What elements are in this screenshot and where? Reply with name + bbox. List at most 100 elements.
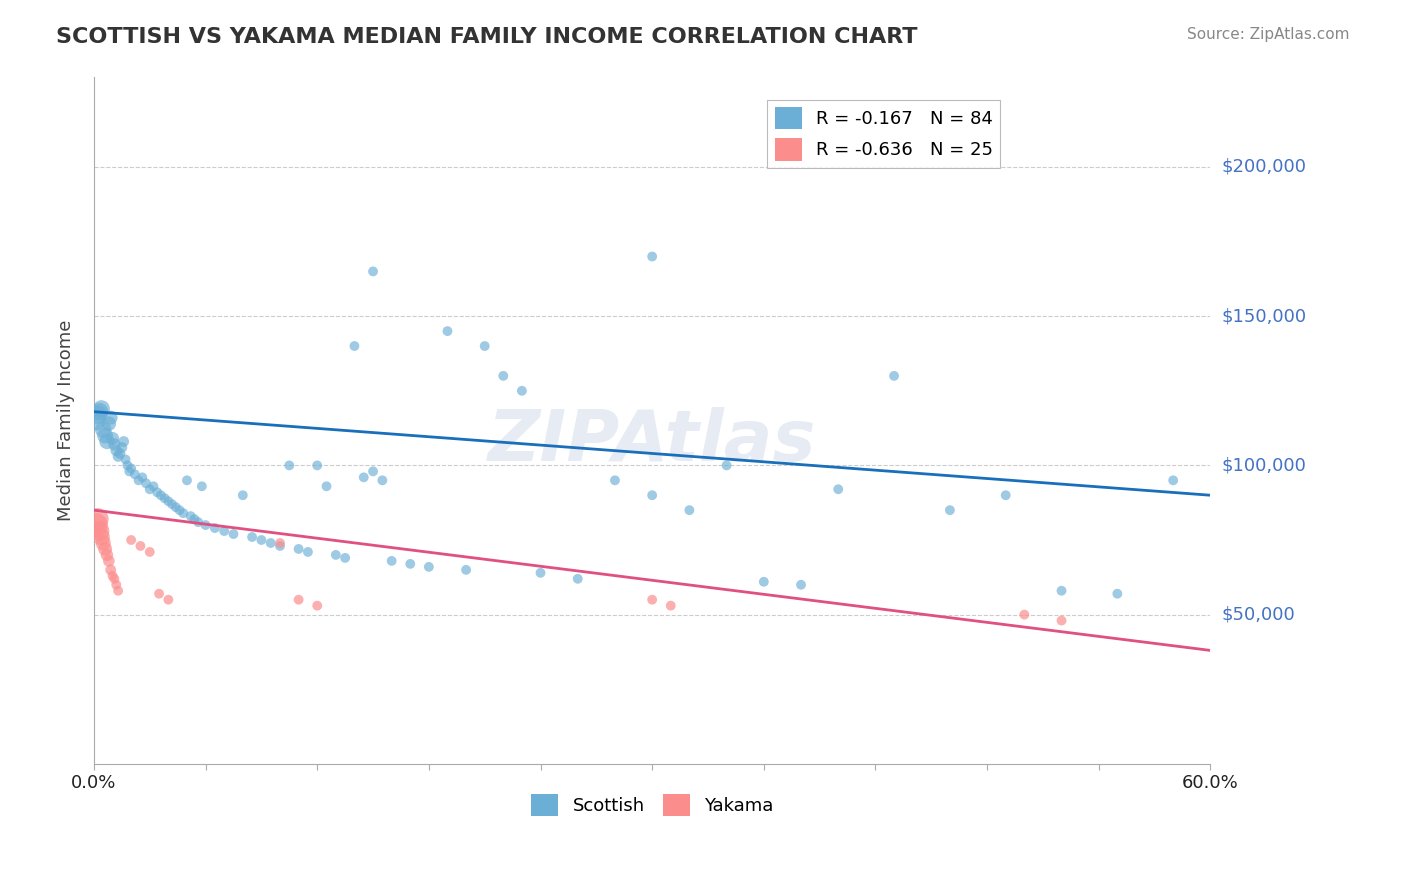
Point	[1161, 473, 1184, 487]
Point	[100, 563, 122, 577]
Point	[567, 572, 589, 586]
Text: $150,000: $150,000	[1222, 307, 1306, 326]
Point	[269, 539, 291, 553]
Point	[118, 464, 141, 478]
Point	[101, 432, 124, 446]
Point	[111, 441, 134, 455]
Point	[752, 574, 775, 589]
Point	[105, 578, 128, 592]
Point	[716, 458, 738, 473]
Point	[153, 491, 176, 506]
Point	[176, 473, 198, 487]
Point	[103, 572, 125, 586]
Legend: Scottish, Yakama: Scottish, Yakama	[523, 787, 780, 823]
Point	[94, 541, 117, 556]
Point	[659, 599, 682, 613]
Point	[678, 503, 700, 517]
Point	[191, 479, 214, 493]
Point	[114, 452, 136, 467]
Point	[474, 339, 496, 353]
Point	[97, 417, 120, 431]
Point	[361, 464, 384, 478]
Point	[120, 533, 142, 547]
Point	[333, 550, 356, 565]
Point	[172, 506, 194, 520]
Point	[183, 512, 205, 526]
Point	[641, 250, 664, 264]
Point	[994, 488, 1017, 502]
Point	[260, 536, 283, 550]
Point	[105, 443, 128, 458]
Point	[436, 324, 458, 338]
Point	[157, 592, 180, 607]
Point	[381, 554, 404, 568]
Point	[204, 521, 226, 535]
Point	[1050, 614, 1073, 628]
Point	[287, 592, 309, 607]
Point	[101, 569, 124, 583]
Point	[103, 437, 125, 451]
Y-axis label: Median Family Income: Median Family Income	[58, 320, 75, 521]
Point	[90, 530, 112, 544]
Point	[86, 512, 108, 526]
Point	[307, 458, 329, 473]
Point	[399, 557, 422, 571]
Point	[100, 410, 122, 425]
Point	[107, 583, 129, 598]
Point	[112, 434, 135, 449]
Point	[325, 548, 347, 562]
Point	[307, 599, 329, 613]
Text: $50,000: $50,000	[1222, 606, 1295, 624]
Point	[139, 483, 162, 497]
Point	[418, 559, 440, 574]
Text: $100,000: $100,000	[1222, 457, 1306, 475]
Point	[108, 446, 131, 460]
Point	[129, 539, 152, 553]
Point	[603, 473, 626, 487]
Point	[250, 533, 273, 547]
Point	[180, 509, 202, 524]
Point	[343, 339, 366, 353]
Point	[94, 428, 117, 442]
Point	[187, 515, 209, 529]
Point	[1050, 583, 1073, 598]
Point	[939, 503, 962, 517]
Point	[135, 476, 157, 491]
Point	[157, 494, 180, 508]
Point	[84, 518, 107, 533]
Point	[278, 458, 301, 473]
Point	[165, 500, 187, 515]
Point	[91, 423, 114, 437]
Point	[160, 497, 183, 511]
Point	[194, 518, 217, 533]
Point	[827, 483, 849, 497]
Point	[97, 554, 120, 568]
Point	[128, 473, 150, 487]
Point	[91, 536, 114, 550]
Point	[883, 368, 905, 383]
Point	[89, 524, 111, 538]
Point	[131, 470, 153, 484]
Point	[297, 545, 319, 559]
Point	[510, 384, 533, 398]
Point	[641, 488, 664, 502]
Point	[232, 488, 254, 502]
Point	[148, 587, 170, 601]
Point	[790, 578, 813, 592]
Point	[353, 470, 375, 484]
Text: SCOTTISH VS YAKAMA MEDIAN FAMILY INCOME CORRELATION CHART: SCOTTISH VS YAKAMA MEDIAN FAMILY INCOME …	[56, 27, 918, 46]
Point	[139, 545, 162, 559]
Text: $200,000: $200,000	[1222, 158, 1306, 176]
Point	[1014, 607, 1036, 622]
Point	[641, 592, 664, 607]
Point	[89, 405, 111, 419]
Point	[212, 524, 235, 538]
Point	[492, 368, 515, 383]
Point	[107, 450, 129, 464]
Point	[90, 401, 112, 416]
Point	[240, 530, 263, 544]
Point	[117, 458, 139, 473]
Point	[149, 488, 172, 502]
Point	[454, 563, 477, 577]
Point	[146, 485, 169, 500]
